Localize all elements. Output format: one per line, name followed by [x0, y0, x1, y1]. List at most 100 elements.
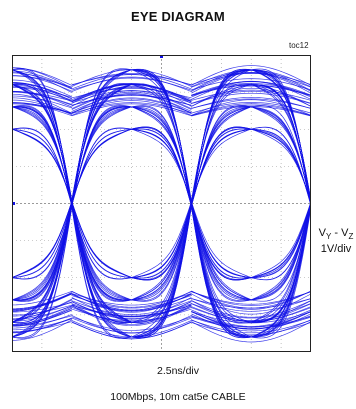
eye-trace-high — [191, 85, 311, 107]
eye-trace-high — [191, 81, 311, 100]
eye-trace-high — [12, 103, 72, 114]
eye-trace-high — [71, 77, 192, 91]
eye-trace-low — [191, 290, 311, 309]
eye-trace-low — [12, 292, 72, 312]
eye-trace-low — [71, 320, 192, 338]
eye-trace-low — [71, 304, 192, 317]
eye-trace-low — [191, 307, 311, 322]
eye-trace-high — [191, 83, 311, 96]
eye-trace-low — [191, 316, 311, 328]
eye-trace-low — [191, 311, 311, 324]
eye-trace-high — [12, 67, 72, 86]
eye-trace-falling — [251, 106, 311, 205]
eye-trace-high — [12, 91, 72, 106]
eye-trace-low — [12, 315, 72, 327]
eye-trace-rising — [251, 202, 311, 279]
eye-trace-low — [71, 308, 192, 322]
plot-area — [12, 55, 311, 352]
eye-trace-low — [191, 319, 311, 334]
eye-trace-high — [191, 90, 311, 104]
eye-trace-high — [71, 100, 192, 116]
eye-trace-low — [191, 303, 311, 322]
eye-trace-low — [12, 310, 72, 326]
chart-title: EYE DIAGRAM — [131, 9, 225, 24]
eye-trace-low — [12, 298, 72, 320]
eye-trace-high — [191, 69, 311, 88]
eye-trace-high — [12, 81, 72, 102]
eye-trace-low — [191, 300, 311, 318]
eye-trace-high — [12, 72, 72, 93]
figure-id: toc12 — [289, 41, 309, 50]
eye-trace-falling — [251, 69, 311, 204]
eye-trace-high — [191, 106, 311, 117]
eye-trace-low — [191, 293, 311, 315]
eye-trace-low — [71, 297, 192, 312]
eye-trace-low — [71, 300, 192, 315]
eye-trace-low — [12, 299, 72, 320]
eye-trace-falling — [251, 84, 311, 203]
eye-trace-high — [12, 79, 72, 97]
eye-trace-low — [71, 303, 192, 317]
eye-trace-high — [71, 72, 192, 86]
eye-trace-low — [71, 321, 192, 340]
eye-trace-high — [12, 70, 72, 89]
eye-trace-rising — [251, 204, 311, 302]
eye-trace-low — [12, 319, 72, 341]
eye-trace-high — [12, 97, 72, 115]
eye-trace-high — [12, 99, 72, 115]
eye-trace-high — [71, 103, 192, 117]
eye-trace-falling — [251, 106, 311, 204]
eye-trace-rising — [251, 202, 311, 279]
eye-trace-rising — [12, 128, 132, 278]
x-scale-label: 2.5ns/div — [156, 365, 200, 377]
eye-trace-falling — [12, 128, 133, 279]
eye-trace-falling — [251, 128, 311, 204]
eye-trace-high — [71, 91, 192, 110]
eye-trace-low — [191, 291, 311, 305]
eye-trace-high — [12, 90, 72, 108]
y-scale-label: VY - VZ 1V/div — [316, 227, 356, 256]
eye-trace-low — [12, 302, 72, 313]
eye-trace-high — [191, 92, 311, 104]
eye-trace-low — [191, 313, 311, 332]
eye-trace-low — [12, 318, 72, 331]
eye-trace-falling — [251, 128, 311, 205]
eye-trace-high — [71, 87, 192, 103]
eye-trace-low — [12, 293, 72, 312]
eye-trace-low — [71, 305, 192, 324]
eye-trace-low — [71, 317, 192, 334]
eye-trace-high — [191, 99, 311, 116]
eye-trace-high — [71, 90, 192, 104]
eye-trace-high — [12, 91, 72, 105]
eye-trace-high — [191, 103, 311, 116]
eye-trace-high — [191, 78, 311, 91]
eye-trace-high — [191, 65, 311, 86]
eye-trace-falling — [251, 106, 311, 205]
eye-trace-high — [191, 72, 311, 92]
eye-trace-low — [12, 304, 72, 316]
eye-trace-falling — [251, 128, 311, 203]
eye-trace-low — [12, 306, 72, 325]
eye-trace-low — [191, 322, 311, 336]
eye-trace-high — [191, 104, 311, 117]
eye-trace-falling — [251, 128, 311, 204]
eye-trace-low — [191, 291, 311, 306]
eye-trace-low — [71, 293, 192, 306]
eye-trace-falling — [251, 84, 311, 204]
eye-trace-falling — [131, 84, 252, 323]
eye-trace-low — [71, 295, 192, 309]
eye-trace-low — [191, 310, 311, 330]
eye-trace-low — [71, 305, 192, 326]
trigger-marker — [160, 55, 163, 58]
eye-trace-falling — [251, 106, 311, 204]
eye-trace-high — [12, 75, 72, 92]
eye-trace-high — [12, 75, 72, 88]
eye-trace-high — [191, 89, 311, 101]
eye-trace-falling — [251, 69, 311, 205]
eye-trace-high — [12, 67, 72, 89]
eye-trace-falling — [132, 106, 252, 301]
eye-trace-high — [12, 82, 72, 100]
eye-trace-high — [71, 93, 192, 114]
eye-trace-high — [71, 95, 192, 106]
eye-trace-high — [191, 98, 311, 109]
